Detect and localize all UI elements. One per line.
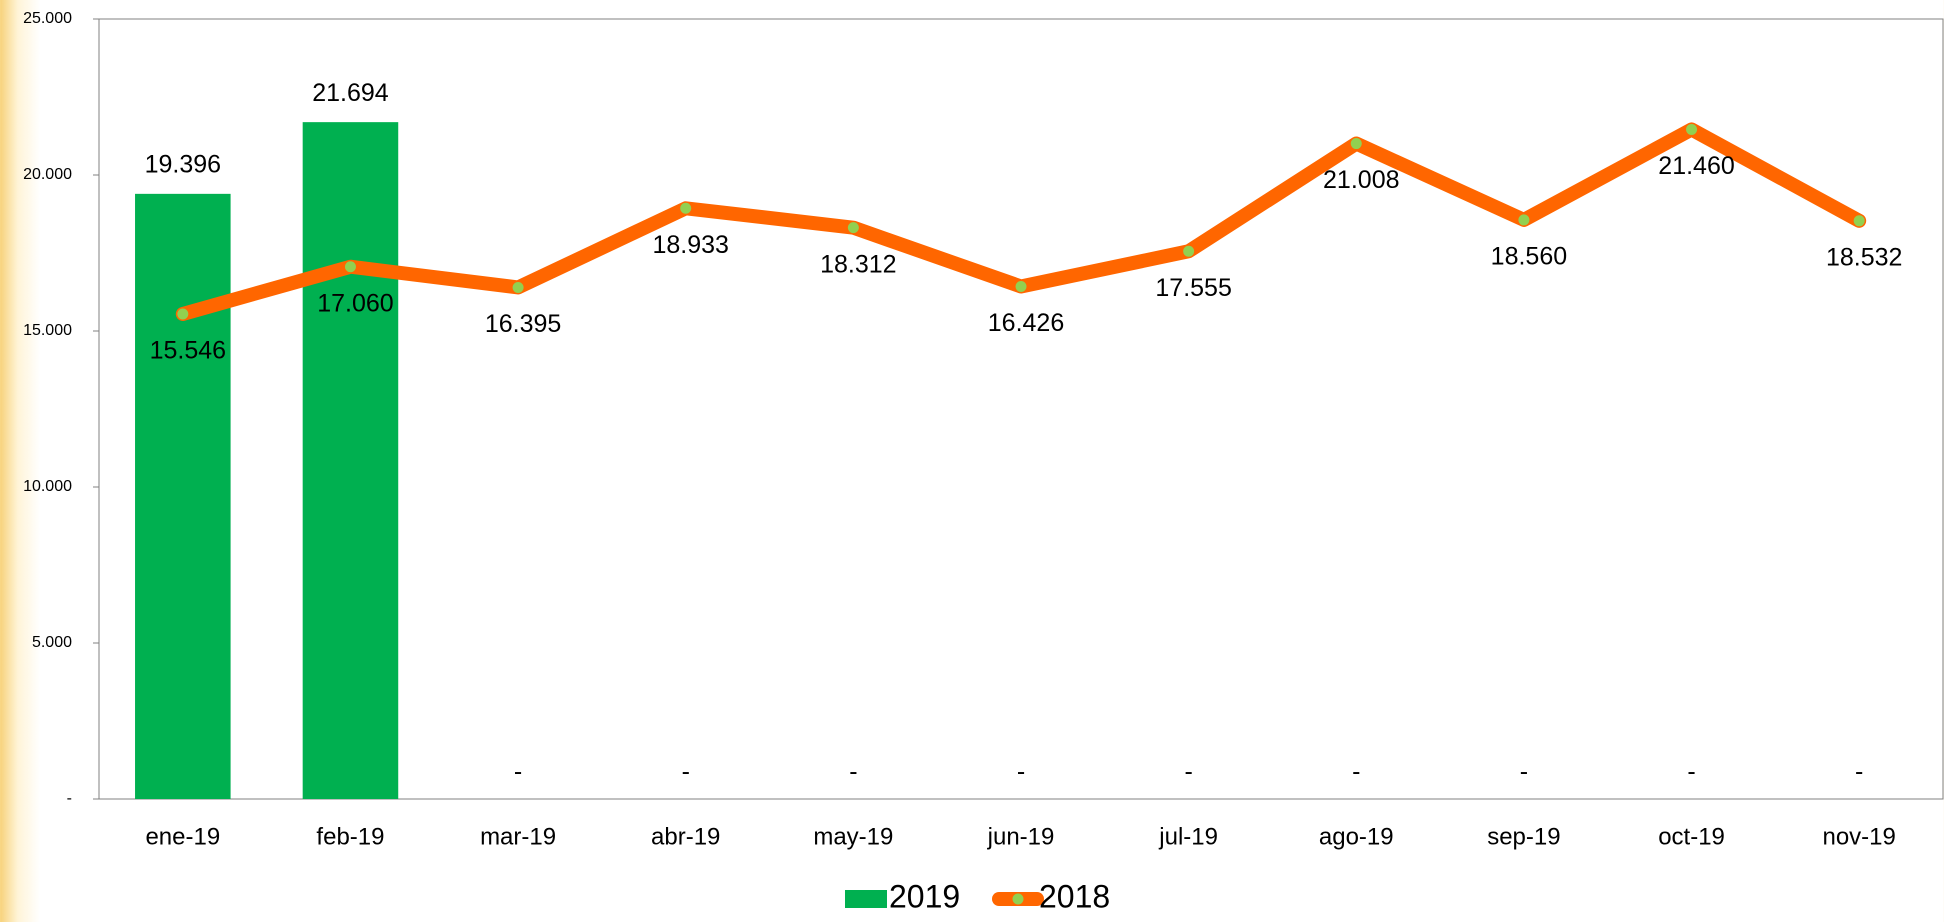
y-tick-label: 5.000 [32,634,72,651]
legend-label: 2019 [889,878,960,914]
x-tick-label: oct-19 [1658,823,1725,850]
y-tick-label: 15.000 [23,322,72,339]
line-marker [512,281,524,293]
bar-value-label: - [682,758,690,786]
line-value-label: 17.555 [1155,274,1231,302]
line-marker [1183,245,1195,257]
line-value-label: 15.546 [150,337,226,365]
line-marker [1350,138,1362,150]
x-tick-label: feb-19 [316,823,384,850]
x-tick-label: sep-19 [1487,823,1560,850]
bar-value-label: - [1520,758,1528,786]
line-value-label: 18.933 [652,231,728,259]
line-value-label: 18.532 [1826,243,1902,271]
line-marker [344,261,356,273]
line-marker [1686,123,1698,135]
legend-swatch [845,890,887,908]
y-tick-label: - [67,790,72,807]
bar [303,122,399,799]
bar-value-label: - [1687,758,1695,786]
bar-value-label: - [1184,758,1192,786]
x-tick-label: ago-19 [1319,823,1394,850]
bar-value-label: - [1017,758,1025,786]
line-marker [1015,281,1027,293]
bar-value-label: - [849,758,857,786]
bar-value-label: - [1855,758,1863,786]
line-marker [1518,214,1530,226]
x-tick-label: abr-19 [651,823,720,850]
line-value-label: 16.395 [485,310,561,338]
bar-value-label: - [1352,758,1360,786]
x-tick-label: ene-19 [145,823,220,850]
legend-label: 2018 [1039,878,1110,914]
bar [135,194,231,799]
y-tick-label: 20.000 [23,166,72,183]
line-marker [847,222,859,234]
line-value-label: 18.560 [1491,243,1567,271]
x-tick-label: mar-19 [480,823,556,850]
line-marker [177,308,189,320]
line-value-label: 18.312 [820,250,896,278]
line-value-label: 21.008 [1323,166,1399,194]
x-tick-label: jul-19 [1158,823,1218,850]
y-tick-label: 10.000 [23,478,72,495]
line-marker [680,202,692,214]
line-marker [1853,215,1865,227]
bar-value-label: 21.694 [312,79,389,107]
y-tick-label: 25.000 [23,10,72,27]
bar-value-label: - [514,758,522,786]
x-tick-label: nov-19 [1822,823,1895,850]
line-value-label: 21.460 [1658,152,1734,180]
legend-marker [1012,893,1024,905]
x-tick-label: may-19 [813,823,893,850]
chart: - 5.000 10.000 15.000 20.000 25.000 ene-19 feb-… [0,0,1944,917]
x-tick-label: jun-19 [987,823,1055,850]
line-value-label: 16.426 [988,309,1064,337]
bar-value-label: 19.396 [145,150,221,178]
page: - 5.000 10.000 15.000 20.000 25.000 ene-19 feb-… [0,0,1944,917]
line-value-label: 17.060 [317,289,393,317]
